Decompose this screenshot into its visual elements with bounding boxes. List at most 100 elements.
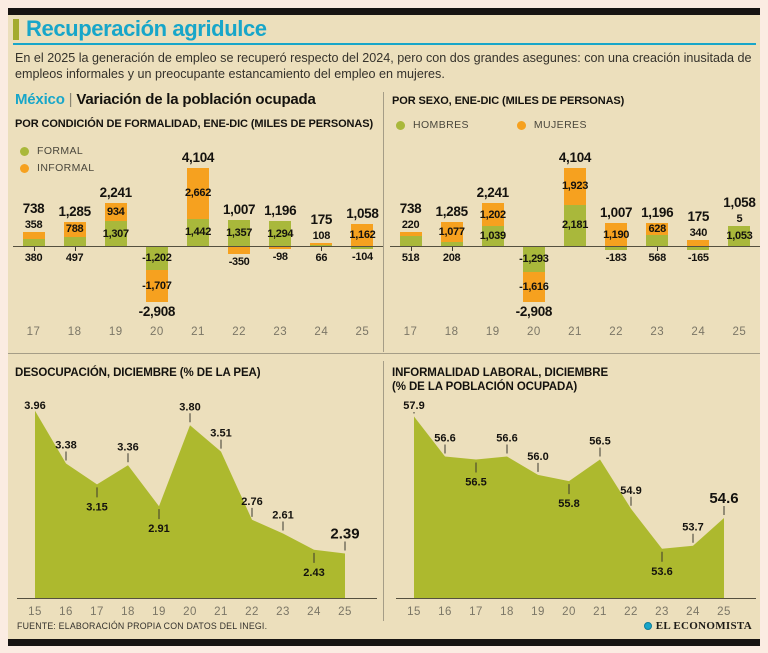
year-label: 18 bbox=[121, 606, 135, 618]
data-point-label: 3.38 bbox=[55, 439, 76, 451]
area-chart-informalidad: 57.9 15 56.6 16 56.5 17 56.6 18 56.0 19 55.8 20 56.5… bbox=[392, 398, 758, 625]
year-label: 25 bbox=[717, 606, 731, 618]
bar-segment bbox=[351, 223, 374, 246]
legend-informal-label: INFORMAL bbox=[37, 162, 95, 174]
bar-segment-label: 1,294 bbox=[267, 227, 294, 240]
year-label: 18 bbox=[444, 326, 459, 338]
bar-segment bbox=[351, 247, 374, 249]
year-label: 24 bbox=[307, 606, 321, 618]
bar-total-label: 1,196 bbox=[641, 205, 674, 221]
data-point-label: 2.39 bbox=[330, 525, 359, 542]
section-label: México bbox=[15, 91, 65, 108]
year-label: 15 bbox=[28, 606, 42, 618]
bar-segment bbox=[687, 239, 710, 246]
bar-segment-label: -1,707 bbox=[142, 280, 172, 293]
data-point-label: 54.9 bbox=[620, 485, 641, 497]
bar-segment-label: 108 bbox=[312, 229, 331, 242]
data-point-label: 3.51 bbox=[210, 428, 231, 440]
bar-segment-label: 1,307 bbox=[102, 227, 129, 240]
bar-segment-label: 497 bbox=[65, 252, 84, 264]
year-label: 22 bbox=[624, 606, 638, 618]
bar-segment bbox=[187, 218, 209, 246]
year-label: 22 bbox=[245, 606, 259, 618]
data-point-label: 2.91 bbox=[148, 523, 169, 535]
year-label: 18 bbox=[500, 606, 514, 618]
bar-total-label: 2,241 bbox=[476, 185, 510, 201]
bar-segment-label: -98 bbox=[272, 250, 288, 263]
chart-title-informalidad-line1: INFORMALIDAD LABORAL, DICIEMBRE bbox=[392, 367, 609, 379]
bar-total-label: 4,104 bbox=[181, 150, 215, 166]
area-fill bbox=[414, 416, 724, 598]
vertical-divider-bottom bbox=[383, 361, 384, 621]
bar-segment bbox=[440, 221, 463, 243]
year-label: 20 bbox=[526, 326, 541, 338]
bar-segment bbox=[564, 204, 586, 246]
bar-segment bbox=[310, 242, 333, 245]
bar-segment-label: 358 bbox=[24, 218, 43, 231]
bar-segment-label: 1,077 bbox=[438, 225, 465, 238]
legend-mujeres-label: MUJERES bbox=[533, 119, 587, 131]
bar-segment-label: 934 bbox=[107, 206, 125, 219]
bar-segment-label: 1,162 bbox=[349, 228, 376, 241]
year-label: 21 bbox=[214, 606, 228, 618]
bar-segment bbox=[605, 247, 628, 251]
year-label: 20 bbox=[562, 606, 576, 618]
title-accent-square bbox=[13, 19, 19, 40]
year-label: 24 bbox=[691, 326, 706, 338]
intro-text: En el 2025 la generación de empleo se re… bbox=[15, 51, 752, 81]
horizontal-divider bbox=[8, 353, 760, 354]
bar-segment bbox=[728, 225, 751, 246]
data-point-label: 56.6 bbox=[434, 432, 455, 444]
bar-segment-label: 220 bbox=[401, 218, 420, 231]
year-label: 21 bbox=[191, 326, 205, 338]
bar-segment-label: 788 bbox=[65, 223, 84, 236]
legend-item-mujeres: MUJERES bbox=[516, 119, 587, 131]
title-rule bbox=[13, 43, 756, 45]
brand-globe-icon bbox=[643, 622, 652, 630]
year-label: 17 bbox=[26, 326, 41, 338]
bar-segment-label: 1,039 bbox=[479, 230, 506, 243]
data-point-label: 56.0 bbox=[527, 451, 548, 463]
year-label: 23 bbox=[276, 606, 290, 618]
year-label: 25 bbox=[732, 326, 747, 338]
axis-tick bbox=[33, 247, 35, 251]
bar-segment-label: -104 bbox=[352, 250, 373, 263]
bar-segment-label: 1,053 bbox=[726, 229, 753, 242]
top-border-bar bbox=[8, 8, 760, 15]
brand-name: EL ECONOMISTA bbox=[655, 620, 752, 632]
year-label: 17 bbox=[403, 326, 418, 338]
bar-segment-label: 518 bbox=[401, 252, 420, 264]
year-label: 21 bbox=[568, 326, 582, 338]
legend-hombres-label: HOMBRES bbox=[413, 119, 469, 131]
year-label: 18 bbox=[67, 326, 82, 338]
data-point-label: 56.6 bbox=[496, 432, 517, 444]
bottom-border-bar bbox=[8, 639, 760, 646]
bar-total-label: 1,007 bbox=[222, 202, 256, 218]
bar-segment bbox=[481, 226, 504, 246]
data-point-label: 54.6 bbox=[709, 490, 738, 507]
year-label: 19 bbox=[108, 326, 123, 338]
legend-item-informal: INFORMAL bbox=[20, 162, 94, 174]
area-chart-desocupacion: 3.96 15 3.38 16 3.15 17 3.36 18 2.91 19 3.80 20 3.51… bbox=[13, 398, 379, 625]
chart-title-sexo: POR SEXO, ENE-DIC (MILES DE PERSONAS) bbox=[392, 95, 625, 107]
bar-segment bbox=[269, 247, 292, 249]
bar-segment bbox=[63, 221, 86, 237]
bar-segment bbox=[145, 247, 168, 270]
chart-title-formalidad: POR CONDICIÓN DE FORMALIDAD, ENE-DIC (MI… bbox=[15, 118, 374, 130]
section-header: México | Variación de la población ocupada bbox=[15, 91, 316, 108]
bar-segment bbox=[687, 247, 710, 251]
year-label: 23 bbox=[273, 326, 288, 338]
informal-legend-dot-icon bbox=[20, 163, 29, 173]
data-point-label: 53.6 bbox=[651, 566, 672, 578]
bar-segment bbox=[399, 236, 422, 246]
bar-segment-label: 2,662 bbox=[184, 187, 212, 200]
data-point-label: 3.96 bbox=[24, 400, 45, 412]
bar-segment-label: 628 bbox=[648, 223, 666, 236]
hombres-legend-dot-icon bbox=[396, 120, 405, 130]
area-fill bbox=[35, 410, 345, 598]
bar-total-label: -2,908 bbox=[515, 304, 553, 320]
bar-segment bbox=[228, 247, 251, 254]
bar-segment bbox=[228, 220, 251, 246]
bar-total-label: 175 bbox=[687, 208, 710, 224]
